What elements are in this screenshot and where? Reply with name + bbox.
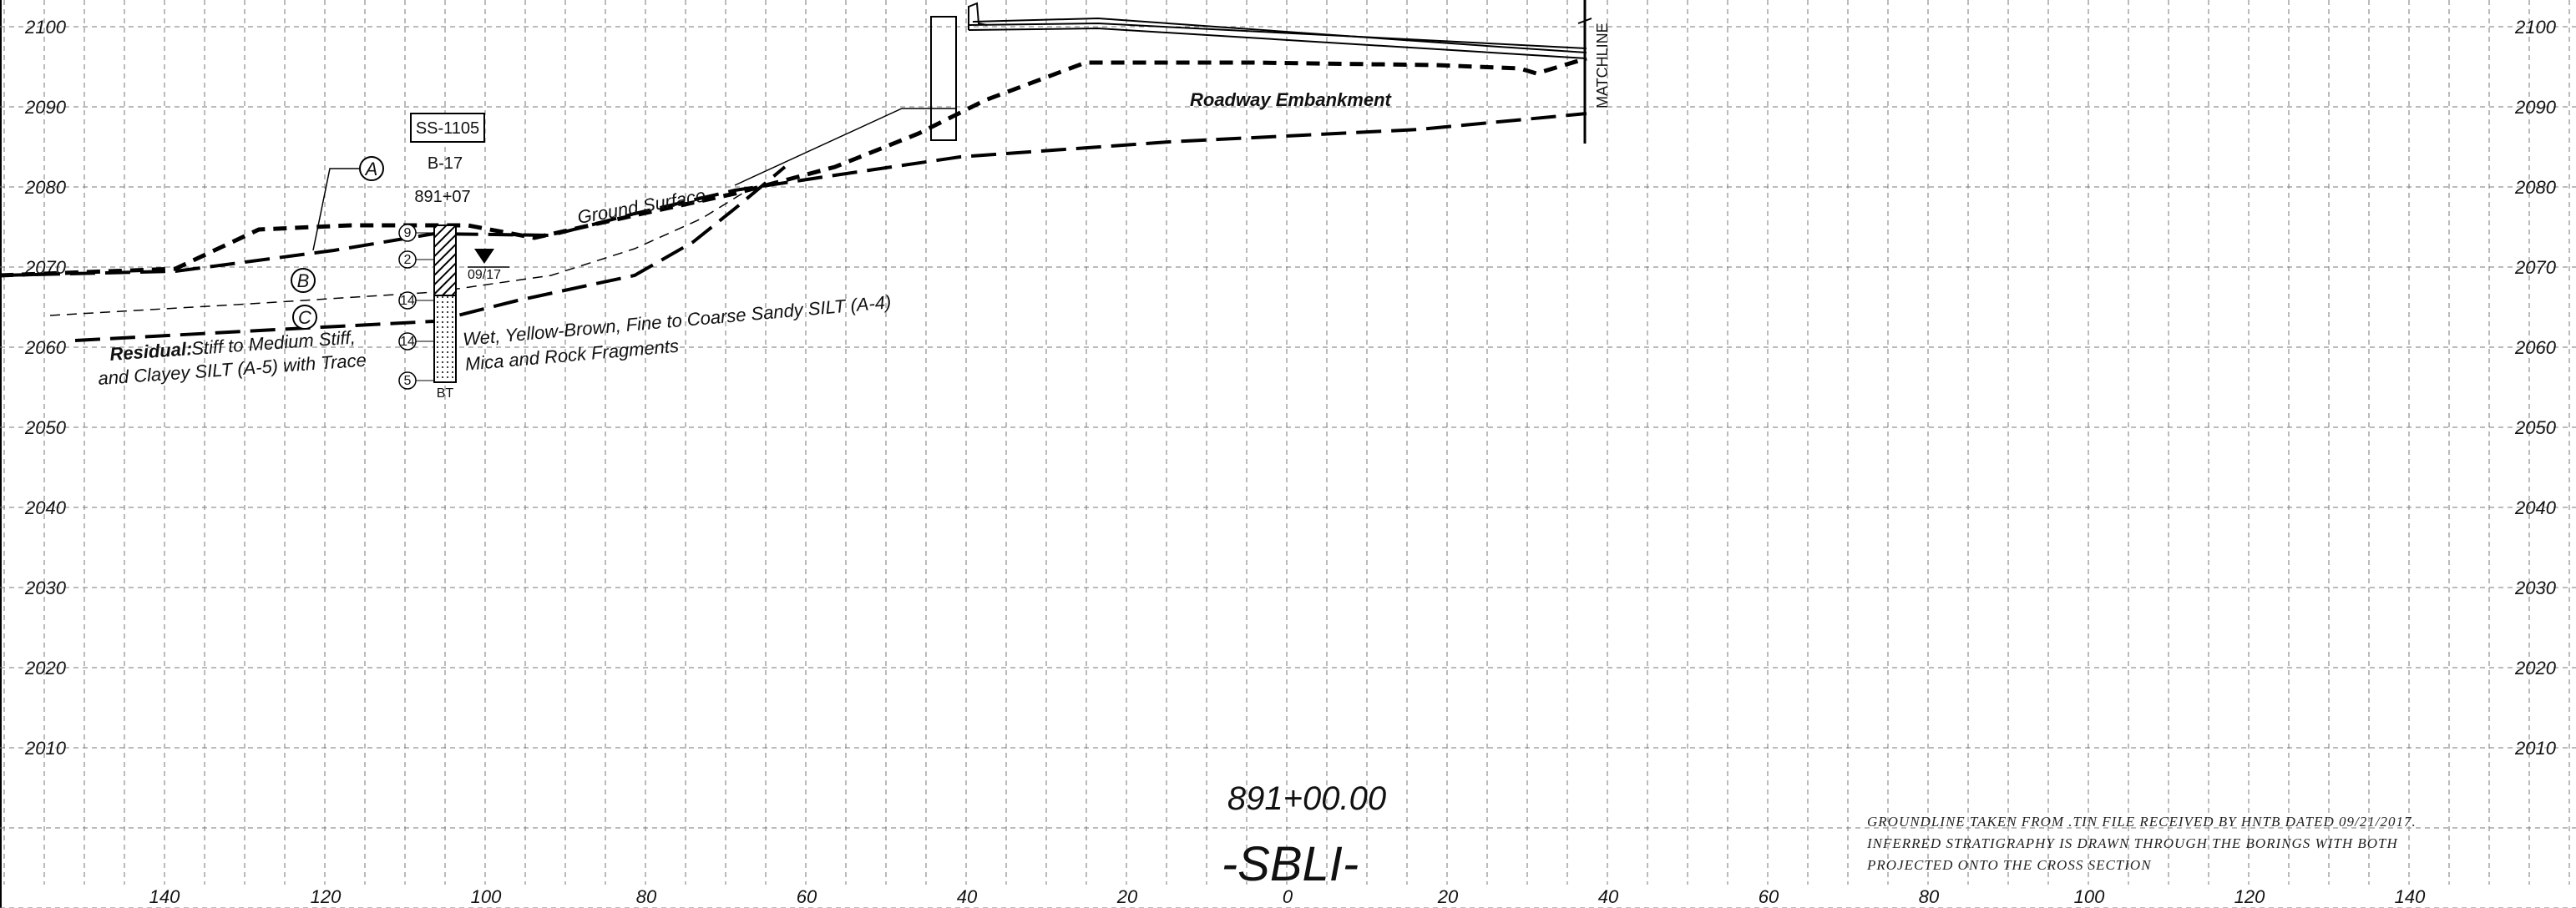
- boring-name: B-17: [428, 154, 463, 173]
- callout-c-marker: [292, 305, 317, 330]
- boring-column-dotted: [433, 295, 457, 383]
- elevation-label: 2090: [24, 97, 67, 118]
- roadway-embankment-label: Roadway Embankment: [1190, 89, 1393, 110]
- elevation-label: 2060: [24, 337, 67, 358]
- barrier-outline: [968, 2, 988, 30]
- elevation-label: 2020: [2514, 658, 2557, 678]
- water-table-icon: [474, 249, 494, 264]
- elevation-label: 2070: [2514, 257, 2557, 278]
- offset-label: 40: [957, 886, 978, 907]
- elevation-label: 2060: [2514, 337, 2557, 358]
- offset-label: 0: [1283, 886, 1293, 907]
- matchline-tick: [1577, 18, 1592, 24]
- offset-label: 100: [2074, 886, 2105, 907]
- callout-b-marker: [291, 268, 316, 293]
- sample-number: 9: [404, 226, 412, 240]
- sample-number: 2: [404, 253, 412, 267]
- residual-bold-label: Residual:: [109, 338, 194, 365]
- roadway-base-line: [972, 17, 1587, 53]
- elevation-labels-left: 2100 2090 2080 2070 2060 2050 2040 2030 …: [24, 17, 67, 759]
- offset-label: 140: [2395, 886, 2426, 907]
- callout-a-leader: [312, 168, 360, 251]
- elevation-label: 2010: [2514, 738, 2557, 759]
- sample-number: 14: [400, 335, 415, 349]
- elevation-label: 2040: [24, 497, 67, 518]
- offset-label: 100: [471, 886, 502, 907]
- note-line-1: GROUNDLINE TAKEN FROM .TIN FILE RECEIVED…: [1867, 814, 2417, 830]
- elevation-label: 2100: [2514, 17, 2557, 38]
- boring-column-hatched: [433, 224, 457, 296]
- thin-projected-line: [734, 108, 956, 186]
- elevation-label: 2090: [2514, 97, 2557, 118]
- boring-bottom-label: BT: [437, 386, 454, 401]
- callout-b: B: [297, 270, 310, 291]
- stratigraphy-lines: [0, 2, 1587, 342]
- offset-label: 80: [1919, 886, 1940, 907]
- elevation-label: 2100: [24, 17, 67, 38]
- sample-number: 14: [400, 294, 415, 308]
- inferred-thin-line: [49, 187, 752, 316]
- residual-description: Residual: Stiff to Medium Stiff, and Cla…: [98, 326, 367, 389]
- bridge-pier-outline: [930, 16, 957, 141]
- offset-label: 140: [149, 886, 180, 907]
- offset-label: 60: [797, 886, 817, 907]
- roadway-surface-line-2: [968, 27, 1587, 59]
- offset-label: 20: [1116, 886, 1138, 907]
- offset-label: 120: [2234, 886, 2265, 907]
- offset-label: 80: [636, 886, 657, 907]
- callout-a: A: [364, 159, 378, 179]
- stratum-a-line: [0, 112, 1587, 277]
- offset-axis-labels: 140 120 100 80 60 40 20 0 20 40 60 80 10…: [149, 886, 2426, 907]
- offset-label: 40: [1598, 886, 1619, 907]
- elevation-label: 2080: [2514, 177, 2557, 198]
- elevation-label: 2030: [24, 578, 67, 598]
- wet-silt-description: Wet, Yellow-Brown, Fine to Coarse Sandy …: [462, 291, 892, 375]
- elevation-label: 2040: [2514, 497, 2557, 518]
- ground-surface-label: Ground Surface: [576, 184, 707, 228]
- water-table-date: 09/17: [468, 268, 501, 282]
- elevation-label: 2050: [2514, 417, 2557, 438]
- elevation-label: 2030: [2514, 578, 2557, 598]
- boring-id-box: [410, 113, 485, 143]
- matchline: MATCHLINE: [1577, 0, 1611, 144]
- general-notes: GROUNDLINE TAKEN FROM .TIN FILE RECEIVED…: [1866, 814, 2417, 873]
- offset-label: 20: [1437, 886, 1459, 907]
- elevation-label: 2020: [24, 658, 67, 678]
- elevation-label: 2050: [24, 417, 67, 438]
- note-line-3: PROJECTED ONTO THE CROSS SECTION: [1866, 857, 2152, 873]
- boring-id: SS-1105: [416, 119, 479, 138]
- boring-station: 891+07: [414, 188, 470, 206]
- alignment-label: -SBLI-: [1222, 837, 1359, 891]
- sample-number: 5: [404, 374, 412, 388]
- boring-log: SS-1105 B-17 891+07 BT 9 2 14 14 5: [398, 113, 509, 401]
- roadway-surface-line: [968, 22, 1587, 49]
- elevation-labels-right: 2100 2090 2080 2070 2060 2050 2040 2030 …: [2514, 17, 2557, 759]
- stratum-callouts: A B C: [291, 156, 384, 330]
- note-line-2: INFERRED STRATIGRAPHY IS DRAWN THROUGH T…: [1866, 835, 2398, 851]
- station-label: 891+00.00: [1227, 780, 1386, 817]
- elevation-label: 2080: [24, 177, 67, 198]
- callout-c: C: [298, 307, 311, 328]
- ground-surface-line: [0, 56, 1587, 278]
- offset-label: 60: [1759, 886, 1779, 907]
- elevation-label: 2010: [24, 738, 67, 759]
- offset-label: 120: [311, 886, 342, 907]
- matchline-label: MATCHLINE: [1594, 23, 1611, 108]
